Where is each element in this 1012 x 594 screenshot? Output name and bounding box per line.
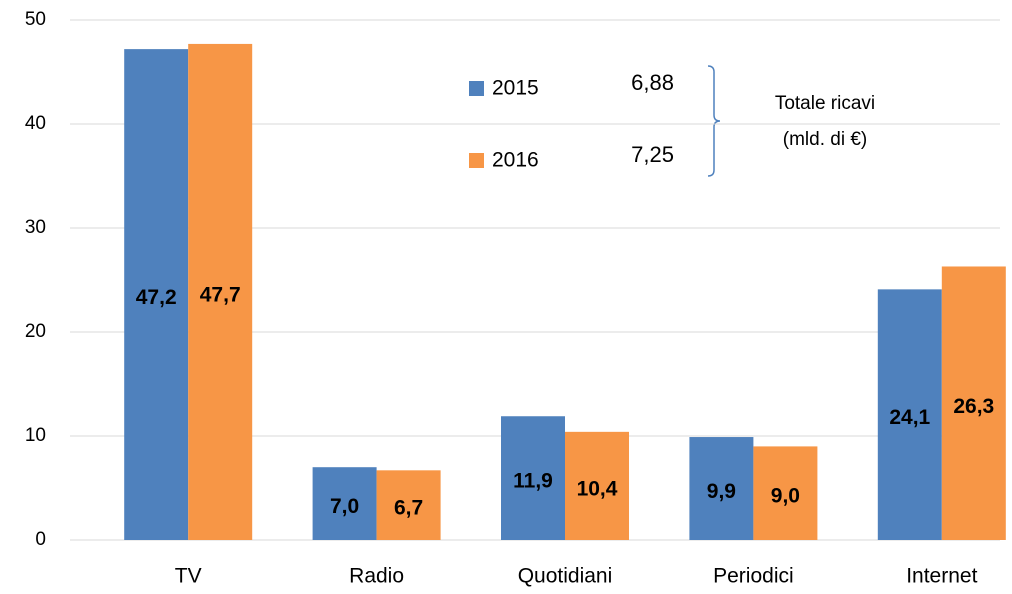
y-tick-label: 50	[25, 9, 46, 30]
legend-total: 7,25	[631, 142, 674, 167]
value-label: 47,7	[200, 284, 241, 307]
legend-label: 2016	[492, 149, 539, 172]
bracket	[707, 65, 721, 177]
y-tick-label: 30	[25, 217, 46, 238]
value-label: 11,9	[513, 470, 553, 493]
value-label: 24,1	[889, 406, 930, 429]
value-label: 10,4	[577, 477, 618, 500]
value-label: 9,0	[771, 485, 800, 508]
x-tick-label: TV	[175, 565, 202, 588]
bar	[376, 470, 441, 540]
legend-swatch	[469, 153, 484, 168]
value-label: 6,7	[394, 497, 423, 520]
annotation: (mld. di €)	[783, 129, 867, 150]
x-tick-label: Radio	[349, 565, 404, 588]
bar	[124, 49, 189, 541]
bar	[877, 289, 942, 540]
bar	[312, 467, 377, 540]
bar	[941, 266, 1006, 540]
annotation: Totale ricavi	[775, 93, 875, 114]
legend-label: 2015	[492, 77, 539, 100]
bar	[501, 416, 565, 540]
x-tick-label: Internet	[906, 565, 977, 588]
y-tick-label: 40	[25, 113, 46, 134]
y-tick-label: 10	[25, 425, 46, 446]
value-label: 26,3	[953, 395, 994, 418]
legend-swatch	[469, 81, 484, 96]
legend-total: 6,88	[631, 70, 674, 95]
bar	[753, 446, 818, 540]
bar	[565, 431, 629, 540]
value-label: 7,0	[330, 495, 359, 518]
y-tick-label: 20	[25, 321, 46, 342]
x-tick-label: Periodici	[713, 565, 794, 588]
bar	[689, 437, 754, 540]
x-tick-label: Quotidiani	[518, 565, 613, 588]
value-label: 47,2	[136, 286, 177, 309]
bar	[188, 43, 253, 541]
value-label: 9,9	[707, 480, 736, 503]
y-tick-label: 0	[35, 529, 46, 550]
